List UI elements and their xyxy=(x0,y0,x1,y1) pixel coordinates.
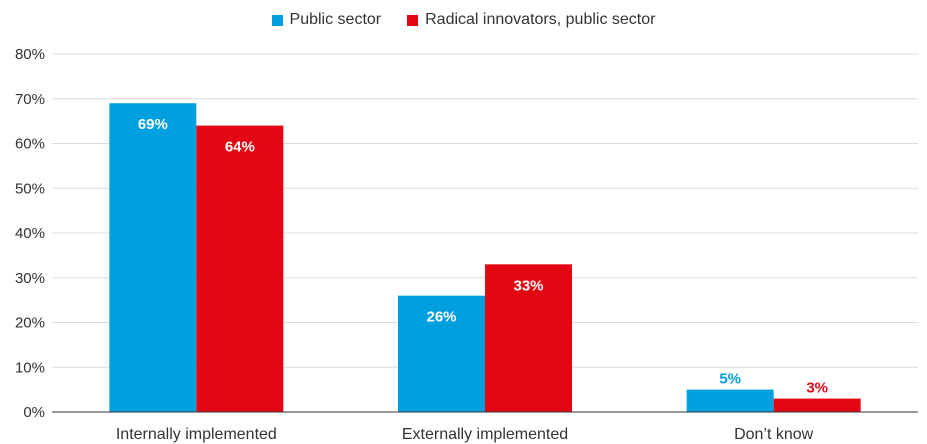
x-tick-label: Don’t know xyxy=(734,426,814,443)
data-label: 26% xyxy=(426,309,456,326)
data-label: 3% xyxy=(806,380,828,397)
data-label: 64% xyxy=(225,139,255,156)
y-tick-label: 80% xyxy=(15,46,45,63)
y-tick-label: 70% xyxy=(15,91,45,108)
legend-item-public-sector: Public sector xyxy=(271,11,382,29)
data-label: 33% xyxy=(513,277,543,294)
x-tick-label: Internally implemented xyxy=(116,426,277,443)
legend-swatch-public-sector xyxy=(271,14,283,26)
bar-public-sector xyxy=(686,389,774,412)
bar-radical-innovators xyxy=(773,398,861,412)
legend-swatch-radical-innovators xyxy=(407,14,419,26)
y-tick-label: 40% xyxy=(15,225,45,242)
y-tick-label: 60% xyxy=(15,136,45,153)
bar-radical-innovators xyxy=(485,264,572,412)
y-tick-label: 0% xyxy=(23,404,45,421)
data-label: 69% xyxy=(138,116,168,133)
legend-label-radical-innovators: Radical innovators, public sector xyxy=(425,11,656,28)
y-tick-label: 30% xyxy=(15,270,45,287)
bar-public-sector xyxy=(398,295,485,412)
x-tick-label: Externally implemented xyxy=(402,426,568,443)
legend-item-radical-innovators: Radical innovators, public sector xyxy=(407,11,655,29)
data-label: 5% xyxy=(719,371,741,388)
y-tick-label: 50% xyxy=(15,180,45,197)
bar-public-sector xyxy=(109,103,197,412)
y-tick-label: 10% xyxy=(15,359,45,376)
chart-legend: Public sector Radical innovators, public… xyxy=(0,8,927,32)
y-tick-label: 20% xyxy=(15,315,45,332)
bar-radical-innovators xyxy=(196,125,284,412)
legend-label-public-sector: Public sector xyxy=(289,11,382,28)
